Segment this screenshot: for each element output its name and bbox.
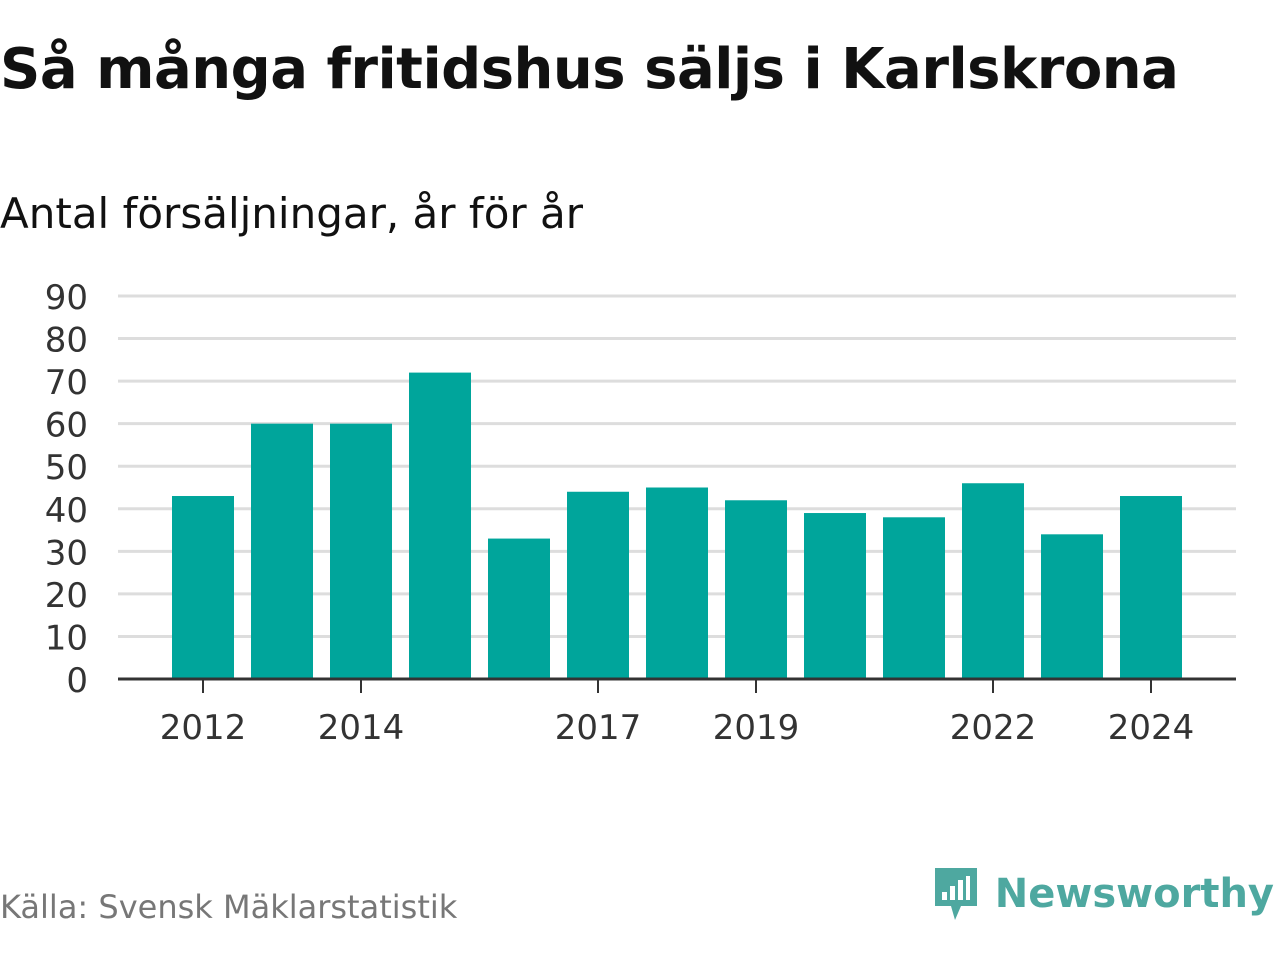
bar-2015 [409, 372, 471, 679]
y-tick-label: 10 [45, 618, 88, 658]
bar-2013 [251, 423, 313, 679]
x-tick-label: 2019 [713, 708, 800, 748]
x-tick-label: 2024 [1108, 708, 1195, 748]
newsworthy-logo-icon [934, 868, 977, 920]
y-tick-label: 90 [45, 278, 88, 318]
bars [172, 372, 1182, 679]
brand-logo: Newsworthy [931, 864, 1274, 924]
bar-2012 [172, 496, 234, 679]
bar-2018 [646, 487, 708, 679]
chart-title: Så många fritidshus säljs i Karlskrona [0, 37, 1179, 102]
bar-2023 [1041, 534, 1103, 679]
bar-2014 [330, 423, 392, 679]
y-tick-label: 80 [45, 321, 88, 361]
y-tick-label: 30 [45, 533, 88, 573]
y-tick-label: 60 [45, 406, 88, 446]
y-tick-label: 70 [45, 363, 88, 403]
bar-2016 [488, 538, 550, 679]
bar-2021 [883, 517, 945, 679]
bar-2020 [804, 513, 866, 679]
y-tick-label: 0 [66, 661, 88, 701]
x-tick-label: 2014 [318, 708, 405, 748]
brand-name: Newsworthy [994, 871, 1274, 917]
y-tick-label: 20 [45, 576, 88, 616]
bar-2019 [725, 500, 787, 679]
bar-2024 [1120, 496, 1182, 679]
y-tick-label: 50 [45, 448, 88, 488]
x-tick-label: 2022 [950, 708, 1037, 748]
chart-subtitle: Antal försäljningar, år för år [0, 189, 584, 238]
bar-2022 [962, 483, 1024, 679]
x-tick-label: 2017 [555, 708, 642, 748]
y-tick-label: 40 [45, 491, 88, 531]
source-note: Källa: Svensk Mäklarstatistik [0, 888, 458, 926]
x-tick-label: 2012 [160, 708, 247, 748]
x-axis-tick-labels: 2012 2014 2017 2019 2022 2024 [160, 679, 1195, 748]
bar-2017 [567, 491, 629, 679]
